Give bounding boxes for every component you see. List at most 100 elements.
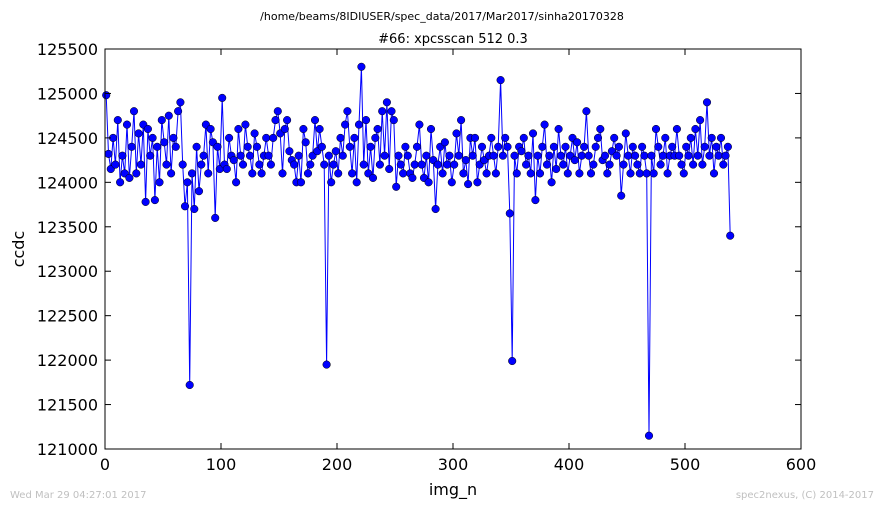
- data-point: [329, 160, 338, 169]
- data-point: [621, 129, 630, 138]
- data-point: [343, 107, 352, 116]
- data-point: [371, 133, 380, 142]
- data-point: [540, 120, 549, 129]
- data-point: [180, 202, 190, 211]
- data-point: [382, 98, 391, 107]
- data-point: [389, 116, 398, 125]
- data-point: [394, 151, 403, 160]
- data-point: [324, 151, 333, 160]
- data-point: [301, 138, 310, 147]
- data-point: [689, 160, 698, 169]
- data-point: [146, 151, 155, 160]
- data-point: [552, 164, 561, 174]
- y-tick-label: 122000: [37, 351, 98, 370]
- data-point: [299, 124, 308, 134]
- data-point: [631, 151, 640, 160]
- data-point: [454, 151, 463, 160]
- data-point: [494, 142, 503, 151]
- data-point: [549, 142, 558, 151]
- data-point: [672, 124, 681, 134]
- data-point: [122, 120, 132, 129]
- data-point: [183, 178, 192, 187]
- data-point: [213, 142, 222, 151]
- data-point: [707, 133, 716, 142]
- data-point: [554, 124, 563, 134]
- data-point: [306, 160, 315, 169]
- data-point: [315, 124, 324, 134]
- data-point: [385, 164, 394, 174]
- data-point: [700, 142, 709, 151]
- data-point: [296, 178, 306, 187]
- data-point: [255, 160, 264, 169]
- data-point: [352, 178, 361, 187]
- data-point: [668, 142, 677, 151]
- data-point: [111, 160, 120, 169]
- data-point: [649, 169, 658, 178]
- data-point: [241, 120, 250, 129]
- x-axis-ticks: 0 100 200 300 400 500 600: [100, 49, 816, 474]
- data-point: [162, 160, 171, 169]
- data-point: [197, 160, 206, 169]
- data-point: [345, 142, 354, 151]
- data-point: [605, 160, 614, 169]
- data-point: [445, 151, 454, 160]
- data-point: [612, 151, 621, 160]
- x-tick-label: 500: [670, 455, 701, 474]
- data-point: [603, 169, 612, 178]
- data-point: [654, 142, 663, 151]
- data-point: [218, 93, 227, 102]
- data-point: [222, 164, 231, 174]
- data-point: [596, 124, 605, 134]
- data-point: [573, 138, 582, 147]
- data-point: [626, 169, 635, 178]
- data-point: [677, 160, 686, 169]
- data-point: [280, 124, 289, 134]
- data-point: [150, 196, 159, 205]
- data-point: [278, 169, 287, 178]
- footer-timestamp: Wed Mar 29 04:27:01 2017: [10, 490, 146, 501]
- data-point: [366, 142, 375, 151]
- data-point: [113, 116, 122, 125]
- data-point: [617, 191, 626, 200]
- data-point: [136, 160, 146, 169]
- data-point: [102, 91, 111, 100]
- data-point: [712, 142, 721, 151]
- x-tick-label: 400: [554, 455, 585, 474]
- data-point: [185, 380, 194, 390]
- data-point: [547, 178, 556, 187]
- data-point: [248, 169, 257, 178]
- data-point: [415, 120, 424, 129]
- data-point: [586, 169, 596, 178]
- data-point: [570, 156, 579, 165]
- data-point: [503, 142, 512, 151]
- x-tick-label: 600: [786, 455, 817, 474]
- data-point: [250, 129, 259, 138]
- data-point: [610, 133, 619, 142]
- data-point: [192, 142, 201, 151]
- data-point: [417, 160, 426, 169]
- data-point: [487, 133, 496, 142]
- data-point: [512, 169, 521, 178]
- data-point: [642, 169, 651, 178]
- data-point: [341, 120, 350, 129]
- data-point: [271, 116, 280, 125]
- data-point: [225, 133, 234, 142]
- data-point: [234, 124, 243, 134]
- data-point: [350, 133, 359, 142]
- data-point: [575, 169, 584, 178]
- data-point: [273, 107, 282, 116]
- data-point: [447, 178, 456, 187]
- data-point: [245, 151, 255, 160]
- data-point: [336, 133, 345, 142]
- data-point: [482, 169, 491, 178]
- data-point: [538, 142, 547, 151]
- data-point: [624, 151, 633, 160]
- data-point: [378, 107, 387, 116]
- data-point: [473, 178, 482, 187]
- data-point: [691, 124, 700, 134]
- data-point: [584, 151, 593, 160]
- plot-frame: [104, 48, 802, 450]
- data-point: [658, 151, 668, 160]
- data-point: [331, 147, 340, 156]
- x-tick-label: 100: [206, 455, 237, 474]
